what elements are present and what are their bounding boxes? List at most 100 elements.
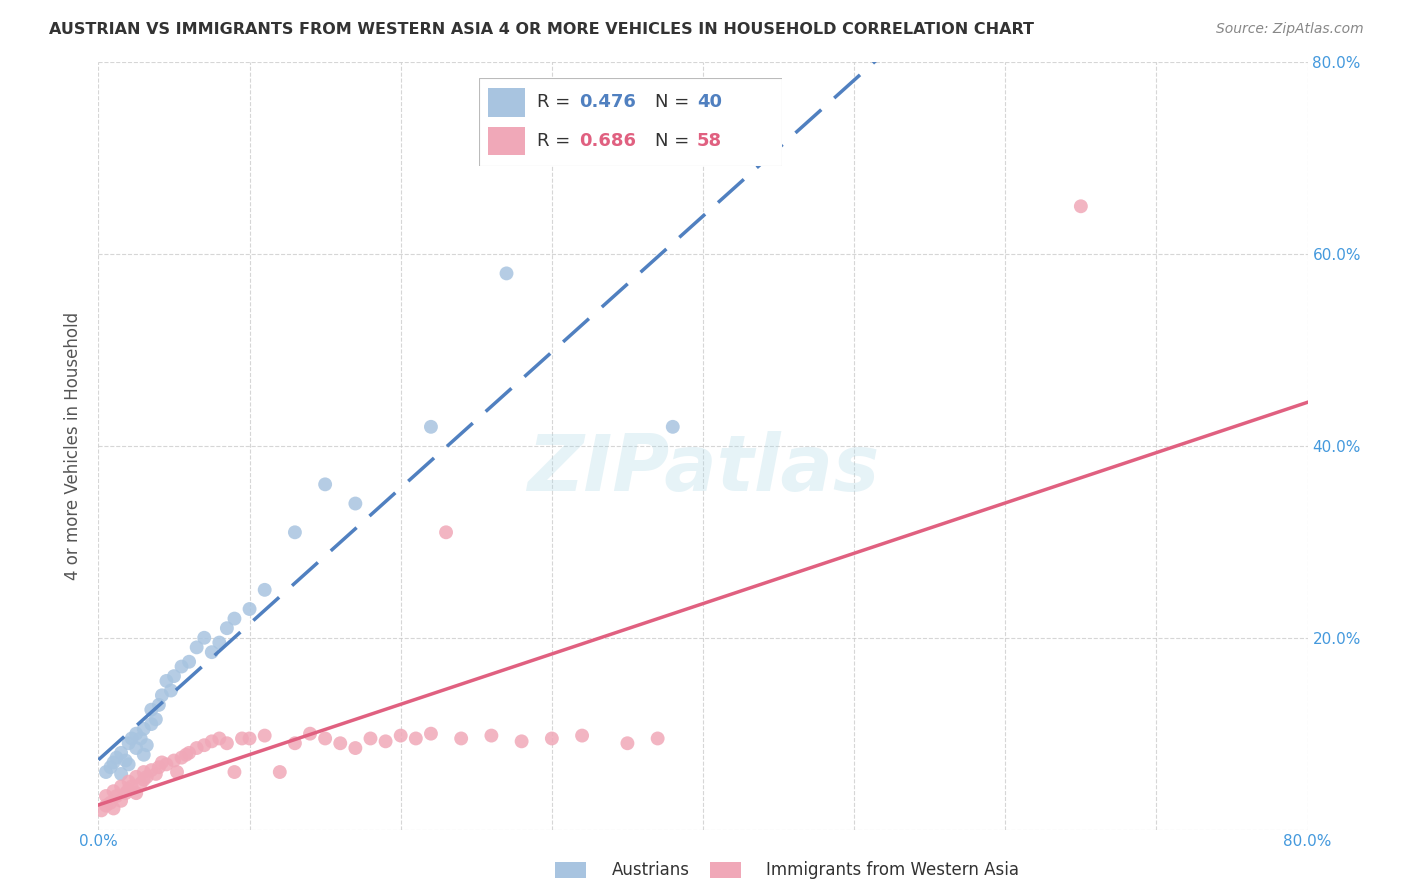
Point: [150, 756, 173, 770]
Point: [94, 789, 117, 803]
Point: [405, 731, 427, 746]
Point: [110, 767, 132, 781]
Point: [661, 420, 683, 434]
Point: [94, 765, 117, 780]
Point: [94, 798, 117, 813]
Point: [269, 765, 291, 780]
Point: [118, 757, 141, 772]
Point: [132, 722, 155, 736]
Point: [166, 765, 188, 780]
Point: [135, 738, 157, 752]
Point: [389, 729, 412, 743]
Point: [314, 731, 336, 746]
Point: [253, 729, 276, 743]
Point: [1070, 199, 1092, 213]
Point: [170, 659, 193, 673]
Point: [420, 420, 443, 434]
Text: Source: ZipAtlas.com: Source: ZipAtlas.com: [1216, 22, 1364, 37]
Point: [193, 738, 215, 752]
Point: [141, 703, 163, 717]
Point: [360, 731, 382, 746]
Point: [224, 765, 246, 780]
Point: [179, 655, 201, 669]
Point: [170, 750, 193, 764]
Point: [132, 772, 155, 787]
Point: [105, 789, 128, 803]
Point: [105, 750, 128, 764]
Point: [208, 635, 231, 649]
Point: [135, 770, 157, 784]
Point: [114, 786, 136, 800]
Point: [125, 770, 148, 784]
Point: [284, 736, 307, 750]
Point: [495, 266, 517, 280]
Point: [110, 746, 132, 760]
Point: [571, 729, 593, 743]
Point: [450, 731, 472, 746]
Point: [616, 736, 638, 750]
Point: [110, 780, 132, 794]
Point: [132, 747, 155, 762]
Point: [163, 754, 186, 768]
Point: [174, 747, 197, 762]
Point: [420, 726, 443, 740]
Point: [253, 582, 276, 597]
Point: [481, 729, 503, 743]
Point: [510, 734, 533, 748]
Point: [193, 631, 215, 645]
Point: [114, 754, 136, 768]
Point: [179, 746, 201, 760]
Point: [186, 741, 208, 756]
Point: [145, 712, 167, 726]
Point: [141, 763, 163, 777]
Point: [155, 673, 177, 688]
Point: [215, 736, 238, 750]
Point: [215, 621, 238, 635]
Point: [374, 734, 396, 748]
Point: [201, 645, 224, 659]
Point: [118, 782, 141, 797]
Point: [186, 640, 208, 655]
Point: [121, 731, 143, 746]
Point: [150, 689, 173, 703]
Text: Austrians: Austrians: [612, 861, 689, 879]
Point: [299, 726, 322, 740]
Point: [329, 736, 352, 750]
Point: [231, 731, 253, 746]
Point: [540, 731, 562, 746]
Point: [125, 741, 148, 756]
Y-axis label: 4 or more Vehicles in Household: 4 or more Vehicles in Household: [65, 312, 83, 580]
Text: ZIPatlas: ZIPatlas: [527, 431, 879, 507]
Point: [118, 774, 141, 789]
Point: [148, 760, 170, 774]
Point: [239, 602, 262, 616]
Point: [110, 794, 132, 808]
Point: [141, 717, 163, 731]
Point: [148, 698, 170, 712]
Point: [344, 496, 367, 510]
Point: [100, 760, 122, 774]
Point: [434, 525, 457, 540]
Point: [129, 776, 152, 790]
Point: [208, 731, 231, 746]
Point: [647, 731, 669, 746]
Point: [129, 731, 152, 746]
Point: [160, 683, 183, 698]
Point: [224, 612, 246, 626]
Point: [125, 786, 148, 800]
Point: [284, 525, 307, 540]
Point: [201, 734, 224, 748]
Point: [103, 784, 125, 798]
Point: [103, 801, 125, 815]
Point: [121, 780, 143, 794]
Point: [100, 796, 122, 810]
Point: [103, 756, 125, 770]
Text: Immigrants from Western Asia: Immigrants from Western Asia: [766, 861, 1019, 879]
Point: [90, 804, 112, 818]
Point: [163, 669, 186, 683]
Point: [155, 757, 177, 772]
Point: [118, 736, 141, 750]
Point: [344, 741, 367, 756]
Text: AUSTRIAN VS IMMIGRANTS FROM WESTERN ASIA 4 OR MORE VEHICLES IN HOUSEHOLD CORRELA: AUSTRIAN VS IMMIGRANTS FROM WESTERN ASIA…: [49, 22, 1035, 37]
Point: [132, 765, 155, 780]
